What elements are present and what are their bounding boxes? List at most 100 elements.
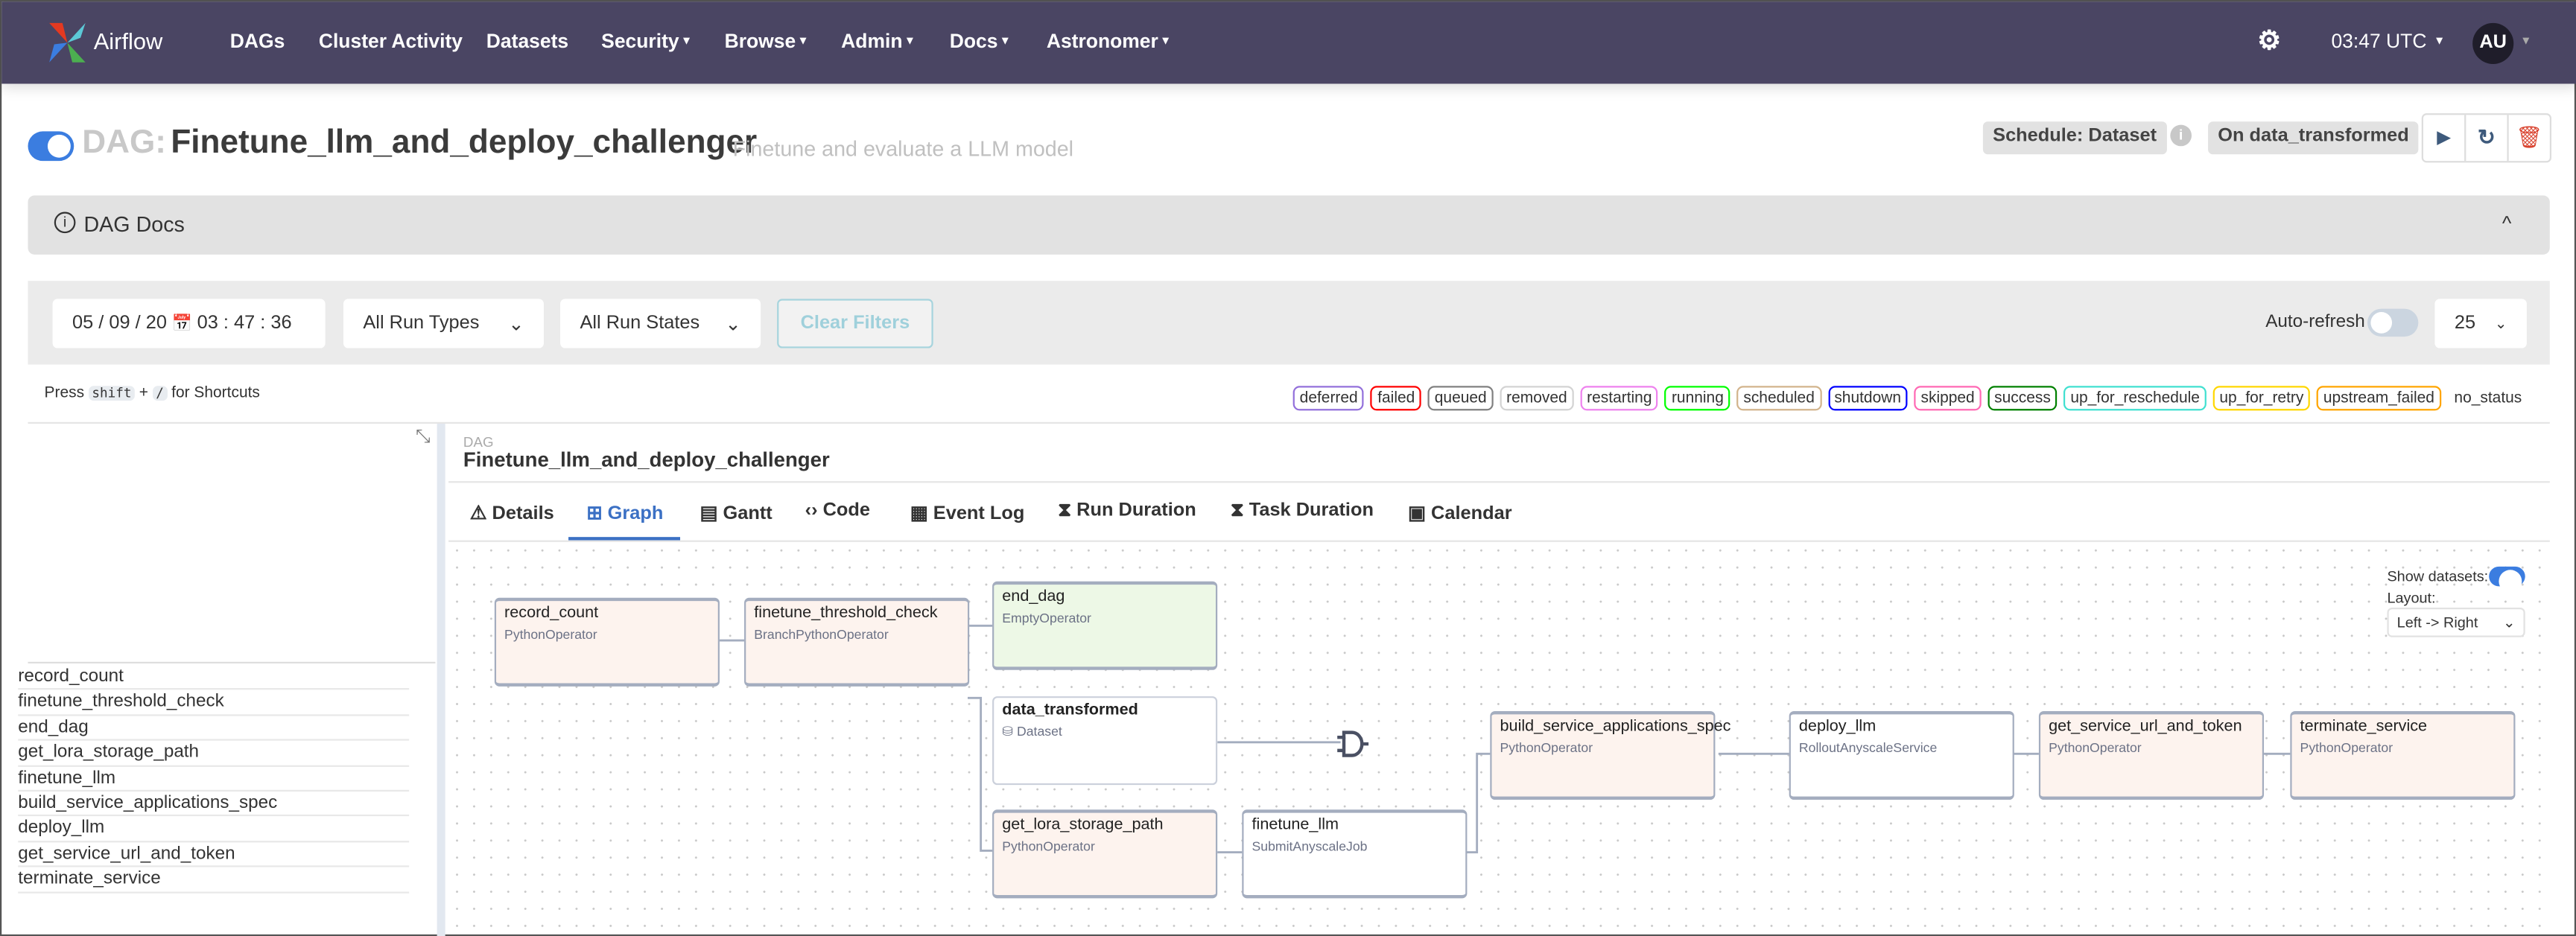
nav-astronomer[interactable]: Astronomer ▼ bbox=[1047, 30, 1172, 53]
tab-label: Code bbox=[822, 500, 871, 521]
legend-restarting[interactable]: restarting bbox=[1580, 386, 1659, 411]
airflow-logo-icon[interactable] bbox=[48, 22, 87, 64]
chevron-up-icon[interactable]: ^ bbox=[2502, 211, 2512, 235]
time-dropdown[interactable]: 03:47 UTC ▼ bbox=[2331, 30, 2445, 53]
info-icon[interactable]: i bbox=[2170, 124, 2192, 147]
dag-description: Finetune and evaluate a LLM model bbox=[732, 136, 1074, 162]
task-list-item[interactable]: build_service_applications_spec bbox=[18, 792, 410, 817]
task-list-item[interactable]: record_count bbox=[18, 665, 410, 691]
database-icon: ⛁ bbox=[1002, 724, 1018, 739]
legend-success[interactable]: success bbox=[1987, 386, 2058, 411]
clear-filters-button[interactable]: Clear Filters bbox=[777, 299, 933, 348]
legend-removed[interactable]: removed bbox=[1500, 386, 1574, 411]
auto-refresh-toggle[interactable] bbox=[2367, 308, 2419, 337]
tab-gantt[interactable]: ▤ Gantt bbox=[699, 501, 773, 524]
task-list-item[interactable]: terminate_service bbox=[18, 867, 410, 893]
divider bbox=[28, 421, 2550, 424]
node-operator: PythonOperator bbox=[2049, 741, 2254, 756]
legend-up_for_reschedule[interactable]: up_for_reschedule bbox=[2063, 386, 2207, 411]
legend-shutdown[interactable]: shutdown bbox=[1827, 386, 1908, 411]
run-state-select[interactable]: All Run States ⌄ bbox=[560, 299, 761, 348]
operator-label: SubmitAnyscaleJob bbox=[1251, 838, 1368, 854]
collapse-icon[interactable]: ⤡ bbox=[415, 427, 431, 447]
legend-queued[interactable]: queued bbox=[1427, 386, 1494, 411]
task-node[interactable]: end_dag EmptyOperator bbox=[992, 581, 1218, 670]
legend-up_for_retry[interactable]: up_for_retry bbox=[2212, 386, 2311, 411]
graph-canvas[interactable]: record_count PythonOperator finetune_thres… bbox=[448, 541, 2550, 933]
dag-prefix: DAG: bbox=[82, 124, 166, 162]
gantt-icon: ▤ bbox=[699, 504, 723, 524]
legend-upstream_failed[interactable]: upstream_failed bbox=[2317, 386, 2441, 411]
nav-security[interactable]: Security ▼ bbox=[601, 30, 692, 53]
task-list-item[interactable]: get_lora_storage_path bbox=[18, 741, 410, 766]
node-operator: PythonOperator bbox=[504, 627, 710, 642]
divider bbox=[448, 540, 2550, 542]
tab-task-duration[interactable]: ⧗ Task Duration bbox=[1231, 501, 1374, 523]
caret-down-icon: ▼ bbox=[2434, 36, 2446, 48]
legend-failed[interactable]: failed bbox=[1371, 386, 1422, 411]
task-node[interactable]: get_service_url_and_token PythonOperator bbox=[2038, 710, 2265, 800]
refresh-dag-button[interactable]: ↻ bbox=[2466, 115, 2509, 162]
nav-datasets[interactable]: Datasets bbox=[486, 29, 569, 53]
node-name: end_dag bbox=[1002, 588, 1065, 606]
legend-no_status[interactable]: no_status bbox=[2454, 389, 2522, 407]
legend-scheduled[interactable]: scheduled bbox=[1736, 386, 1821, 411]
task-node[interactable]: get_lora_storage_path PythonOperator bbox=[992, 809, 1218, 899]
log-icon: ▦ bbox=[910, 504, 933, 524]
node-name: build_service_applications_spec bbox=[1500, 717, 1731, 736]
task-list-item[interactable]: finetune_threshold_check bbox=[18, 690, 410, 716]
avatar[interactable]: AU bbox=[2472, 22, 2514, 65]
legend-deferred[interactable]: deferred bbox=[1292, 386, 1365, 411]
nav-label: Admin bbox=[841, 29, 903, 53]
calendar-icon[interactable]: 📅 bbox=[171, 314, 193, 333]
date-value: 05 / 09 / 20 bbox=[72, 313, 167, 334]
brand-name[interactable]: Airflow bbox=[93, 28, 163, 54]
run-type-select[interactable]: All Run Types ⌄ bbox=[343, 299, 544, 348]
trigger-dag-button[interactable]: ▶ bbox=[2423, 115, 2466, 162]
task-list-item[interactable]: get_service_url_and_token bbox=[18, 842, 410, 867]
task-node[interactable]: terminate_service PythonOperator bbox=[2290, 710, 2516, 800]
hourglass-icon: ⧗ bbox=[1230, 500, 1249, 521]
nav-dags[interactable]: DAGs bbox=[229, 29, 285, 53]
tab-event-log[interactable]: ▦ Event Log bbox=[910, 501, 1025, 524]
execution-date-input[interactable]: 05 / 09 / 20 📅 03 : 47 : 36 bbox=[52, 299, 326, 348]
task-list-item[interactable]: end_dag bbox=[18, 716, 410, 742]
dag-docs-panel[interactable]: i DAG Docs ^ bbox=[28, 195, 2550, 255]
slash-key: / bbox=[152, 386, 168, 401]
tab-calendar[interactable]: ▣ Calendar bbox=[1408, 501, 1512, 524]
task-node[interactable]: finetune_llm SubmitAnyscaleJob bbox=[1242, 809, 1468, 899]
task-list-item[interactable]: deploy_llm bbox=[18, 817, 410, 842]
task-node[interactable]: deploy_llm RolloutAnyscaleService bbox=[1789, 710, 2014, 800]
code-icon: ‹› bbox=[805, 500, 823, 521]
task-node[interactable]: record_count PythonOperator bbox=[494, 597, 720, 687]
nav-docs[interactable]: Docs ▼ bbox=[950, 30, 1011, 53]
task-list-item[interactable]: finetune_llm bbox=[18, 766, 410, 792]
nav-browse[interactable]: Browse ▼ bbox=[725, 30, 809, 53]
tab-graph[interactable]: ⊞ Graph bbox=[586, 501, 663, 523]
tab-code[interactable]: ‹› Code bbox=[805, 501, 870, 520]
caret-down-icon: ▼ bbox=[1160, 36, 1172, 48]
nav-cluster-activity[interactable]: Cluster Activity bbox=[318, 29, 463, 53]
nav-admin[interactable]: Admin ▼ bbox=[841, 30, 916, 53]
page-size-select[interactable]: 25 ⌄ bbox=[2434, 299, 2527, 348]
tab-run-duration[interactable]: ⧗ Run Duration bbox=[1058, 501, 1196, 523]
panel-resize-handle[interactable] bbox=[437, 423, 445, 936]
chevron-down-icon: ⌄ bbox=[2494, 314, 2507, 331]
legend-skipped[interactable]: skipped bbox=[1914, 386, 1982, 411]
layout-select[interactable]: Left -> Right ⌄ bbox=[2387, 607, 2525, 637]
calendar-icon: ▣ bbox=[1408, 504, 1432, 524]
gear-icon[interactable]: ⚙ bbox=[2257, 28, 2281, 56]
tab-label: Gantt bbox=[723, 504, 773, 524]
dataset-node[interactable]: data_transformed ⛁ Dataset bbox=[992, 696, 1218, 786]
tab-details[interactable]: ⚠ Details bbox=[470, 501, 554, 523]
caret-down-icon[interactable]: ▼ bbox=[2520, 36, 2532, 48]
delete-dag-button[interactable]: 🗑 bbox=[2515, 124, 2543, 150]
task-node[interactable]: finetune_threshold_check BranchPythonOper… bbox=[744, 597, 970, 687]
trigger-badge[interactable]: On data_transformed bbox=[2208, 121, 2420, 155]
pause-toggle[interactable] bbox=[28, 131, 74, 162]
task-node[interactable]: build_service_applications_spec PythonOpe… bbox=[1490, 710, 1731, 800]
legend-running[interactable]: running bbox=[1665, 386, 1730, 411]
shift-key: shift bbox=[88, 386, 135, 401]
operator-label: PythonOperator bbox=[504, 627, 597, 643]
show-datasets-toggle[interactable] bbox=[2489, 566, 2525, 593]
